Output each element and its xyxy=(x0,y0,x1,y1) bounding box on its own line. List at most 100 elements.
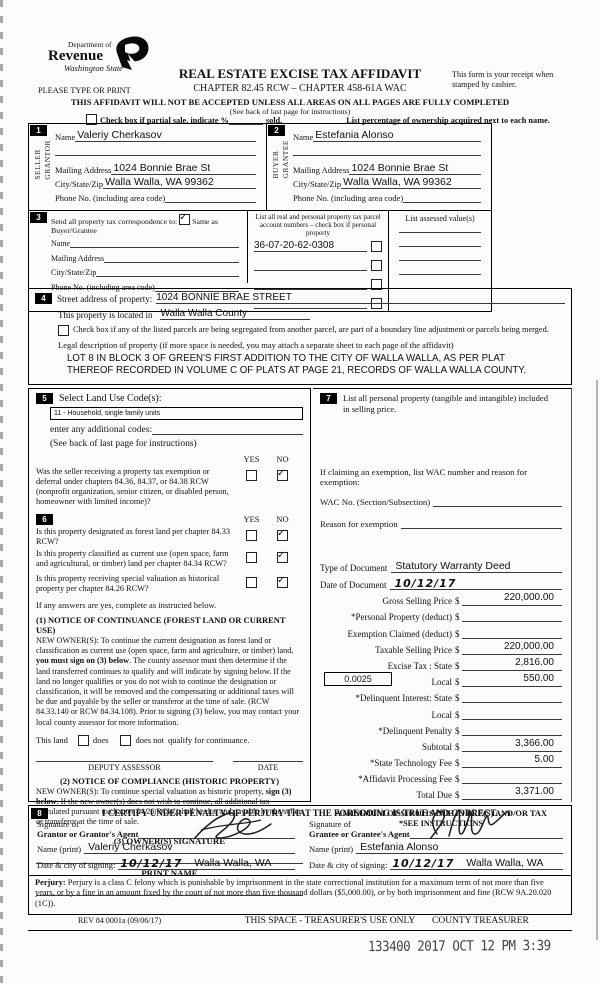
excise-tax-local-field[interactable]: 550.00 xyxy=(523,673,554,685)
if-yes-note: If any answers are yes, complete as inst… xyxy=(36,600,217,610)
parcel-2-field[interactable] xyxy=(254,270,367,271)
segregate-row: Check box if any of the listed parcels a… xyxy=(58,325,565,336)
deputy-assessor-label: DEPUTY ASSESSOR xyxy=(88,762,161,772)
grantee-signature-block: Signature of Grantee or Grantee's Agent … xyxy=(295,809,563,870)
buyer-address-field[interactable]: 1024 Bonnie Brae St xyxy=(349,163,481,175)
section5-see-back: (See back of last page for instructions) xyxy=(50,439,197,449)
doc-type-field[interactable]: Statutory Warranty Deed xyxy=(391,561,562,573)
print-name-field[interactable] xyxy=(36,878,303,896)
assessed-4-field[interactable] xyxy=(399,261,481,275)
section6-q2-text: Is this property classified as current u… xyxy=(36,549,229,568)
fee-row-excise-state: Excise Tax : State $ 2,816.00 xyxy=(320,656,562,671)
segregate-checkbox[interactable] xyxy=(58,325,69,336)
s6-q2-yes-checkbox[interactable] xyxy=(246,552,257,563)
buyer-name2-field[interactable] xyxy=(293,142,481,156)
buyer-name-field[interactable]: Estefania Alonso xyxy=(313,130,481,142)
parcel-3-field[interactable] xyxy=(254,289,367,290)
same-as-buyer-label: Same as Buyer/Grantee xyxy=(51,217,218,235)
grantee-date-field[interactable]: 10/12/17 Walla Walla, WA xyxy=(390,858,563,870)
parcel-3-personal-checkbox[interactable] xyxy=(371,279,382,290)
subtotal-field[interactable]: 3,366.00 xyxy=(515,737,554,749)
assessed-3-field[interactable] xyxy=(399,247,481,261)
wac-row: WAC No. (Section/Subsection) xyxy=(320,497,562,507)
street-address-field[interactable]: 1024 BONNIE BRAE STREET xyxy=(156,292,327,304)
total-due-field[interactable]: 3,371.00 xyxy=(515,786,554,798)
parcel-number-field[interactable]: 36-07-20-62-0308 xyxy=(254,240,367,252)
corr-phone-row: Phone No. (including area code) xyxy=(51,283,239,292)
assessed-1-field[interactable] xyxy=(399,223,481,233)
section5-yesno-header: YES NO xyxy=(36,454,303,464)
excise-tax-state-field[interactable]: 2,816.00 xyxy=(515,656,554,668)
parcel-row-1: 36-07-20-62-0308 xyxy=(254,240,382,252)
additional-codes-field[interactable] xyxy=(152,434,303,435)
s6-q3-yes-checkbox[interactable] xyxy=(246,577,257,588)
parties-box: 1 SELLER GRANTOR Name Valeriy Cherkasov … xyxy=(28,123,492,312)
s6-q2-no-checkbox[interactable]: ✓ xyxy=(277,550,288,563)
state-technology-fee-field[interactable]: 5.00 xyxy=(534,754,554,766)
grantor-name-field[interactable]: Valeriy Cherkasov xyxy=(84,842,295,854)
taxable-selling-price-field[interactable]: 220,000.00 xyxy=(503,640,554,652)
located-field[interactable]: Walla Walla County xyxy=(160,308,311,320)
partial-sale-percent-field[interactable] xyxy=(228,124,263,125)
grantee-name-field[interactable]: Estefania Alonso xyxy=(356,842,563,854)
parcel-1-personal-checkbox[interactable] xyxy=(371,241,382,252)
seller-phone-field[interactable] xyxy=(165,202,256,203)
delinquent-interest-state-field[interactable] xyxy=(554,689,562,700)
s6-q3-no-checkbox[interactable]: ✓ xyxy=(277,575,288,588)
gross-selling-price-field[interactable]: 220,000.00 xyxy=(503,592,554,604)
notice2-body: NEW OWNER(S): To continue special valuat… xyxy=(36,787,303,828)
assessed-2-field[interactable] xyxy=(399,233,481,247)
s6-q1-no-checkbox[interactable]: ✓ xyxy=(277,528,288,541)
grantor-signature-field[interactable] xyxy=(138,812,295,839)
sections-5-6-box: 5 Select Land Use Code(s): 11 - Househol… xyxy=(28,388,311,896)
section-5-title-row: 5 Select Land Use Code(s): xyxy=(36,393,303,404)
affidavit-processing-fee-field[interactable] xyxy=(554,770,562,781)
additional-codes-label: enter any additional codes: xyxy=(50,425,153,435)
reason-field[interactable] xyxy=(400,528,562,529)
land-use-code-select[interactable]: 11 - Household, single family units xyxy=(50,407,303,420)
parcel-2-personal-checkbox[interactable] xyxy=(371,260,382,271)
parcel-4-field[interactable] xyxy=(254,308,367,309)
delinquent-penalty-field[interactable] xyxy=(554,722,562,733)
grantee-name-row: Name (print) Estefania Alonso xyxy=(309,842,563,854)
partial-sale-label: Check box if partial sale, indicate % xyxy=(100,116,229,125)
grantor-date-field[interactable]: 10/12/17 Walla Walla, WA xyxy=(118,858,295,870)
s5-q1-yes-checkbox[interactable] xyxy=(246,470,257,481)
partial-sale-row: Check box if partial sale, indicate % so… xyxy=(86,114,572,125)
additional-codes-row: enter any additional codes: xyxy=(50,425,303,435)
seller-name2-field[interactable] xyxy=(55,142,256,156)
street-address-label: Street address of property: xyxy=(57,294,153,304)
corr-citystate-field[interactable] xyxy=(96,276,239,277)
corr-phone-field[interactable] xyxy=(154,290,239,292)
wac-field[interactable] xyxy=(433,506,562,507)
doc-date-field[interactable]: 10/12/17 xyxy=(390,578,562,590)
delinquent-interest-local-field[interactable] xyxy=(554,706,562,717)
s5-q1-no-checkbox[interactable]: ✓ xyxy=(277,468,288,481)
grantee-signature-field[interactable] xyxy=(409,809,563,839)
personal-property-deduct-field[interactable] xyxy=(554,608,562,619)
dollar-sign: $ xyxy=(455,644,460,655)
street-address-field-ext[interactable] xyxy=(326,303,565,304)
seller-address-field[interactable]: 1024 Bonnie Brae St xyxy=(111,163,256,175)
assessor-date-field[interactable] xyxy=(233,760,303,762)
land-does-not-checkbox[interactable] xyxy=(120,734,132,746)
scan-edge-right xyxy=(596,380,598,940)
local-rate-box[interactable]: 0.0025 xyxy=(324,672,392,687)
dollar-sign: $ xyxy=(455,660,460,671)
land-does-checkbox[interactable] xyxy=(77,734,89,746)
owners-signature-field[interactable] xyxy=(36,846,303,864)
same-as-buyer-checkbox[interactable]: ✓ xyxy=(179,212,191,225)
section-7-column: 7 List all personal property (tangible a… xyxy=(313,388,572,828)
signatures-row: Signature of Grantor or Grantor's Agent … xyxy=(29,809,571,870)
exemption-claimed-field[interactable] xyxy=(554,625,562,636)
seller-citystate-field[interactable]: Walla Walla, WA 99362 xyxy=(103,177,256,189)
seller-name-field[interactable]: Valeriy Cherkasov xyxy=(75,130,256,142)
grantor-date-row: Date & city of signing: 10/12/17 Walla W… xyxy=(37,858,295,870)
s6-q1-yes-checkbox[interactable] xyxy=(246,530,257,541)
deputy-assessor-sign-field[interactable] xyxy=(36,760,213,762)
partial-sale-checkbox[interactable] xyxy=(86,114,97,125)
buyer-phone-field[interactable] xyxy=(403,202,481,203)
corr-name-field[interactable] xyxy=(70,247,239,248)
corr-address-field[interactable] xyxy=(104,261,239,263)
buyer-citystate-field[interactable]: Walla Walla, WA 99362 xyxy=(341,177,481,189)
